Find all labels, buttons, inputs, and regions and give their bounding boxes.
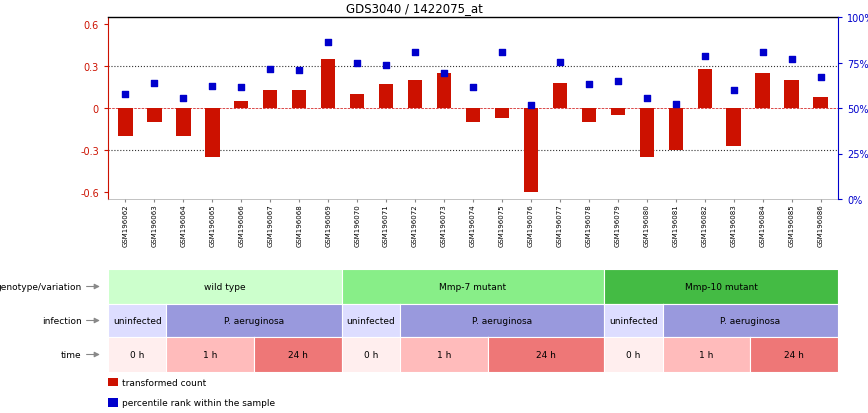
Text: P. aeruginosa: P. aeruginosa	[720, 316, 780, 325]
Bar	[263, 90, 278, 109]
Text: 24 h: 24 h	[785, 350, 804, 359]
Text: 1 h: 1 h	[203, 350, 217, 359]
Text: uninfected: uninfected	[113, 316, 161, 325]
Bar	[108, 398, 117, 407]
Bar	[147, 109, 161, 123]
Point	[495, 50, 509, 56]
Point	[785, 57, 799, 63]
Point	[293, 68, 306, 74]
Point	[582, 82, 595, 88]
Point	[640, 96, 654, 102]
Text: genotype/variation: genotype/variation	[0, 282, 82, 291]
Bar	[437, 74, 451, 109]
Bar	[523, 109, 538, 192]
Point	[466, 85, 480, 91]
Point	[408, 50, 422, 56]
Text: Mmp-10 mutant: Mmp-10 mutant	[685, 282, 758, 291]
Bar	[727, 109, 741, 147]
Point	[206, 83, 220, 90]
Title: GDS3040 / 1422075_at: GDS3040 / 1422075_at	[346, 2, 483, 15]
Text: Mmp-7 mutant: Mmp-7 mutant	[439, 282, 507, 291]
Bar	[495, 109, 510, 119]
Point	[813, 75, 827, 81]
Bar	[582, 109, 596, 123]
Bar	[813, 97, 828, 109]
Point	[263, 66, 277, 73]
Point	[698, 54, 712, 60]
Text: P. aeruginosa: P. aeruginosa	[472, 316, 532, 325]
Bar	[108, 378, 117, 387]
Bar	[610, 109, 625, 116]
Text: uninfected: uninfected	[609, 316, 658, 325]
Bar	[640, 109, 654, 158]
Bar	[466, 109, 480, 123]
Bar	[553, 83, 567, 109]
Bar	[378, 85, 393, 109]
Bar	[321, 60, 335, 109]
Point	[118, 91, 132, 98]
Bar	[668, 109, 683, 151]
Point	[176, 96, 190, 102]
Point	[756, 50, 770, 56]
Text: 24 h: 24 h	[536, 350, 556, 359]
Point	[350, 61, 364, 67]
Point	[148, 80, 161, 87]
Point	[611, 79, 625, 85]
Point	[727, 87, 740, 94]
Point	[321, 40, 335, 46]
Text: 0 h: 0 h	[627, 350, 641, 359]
Bar	[698, 70, 712, 109]
Bar	[176, 109, 191, 137]
Bar	[755, 74, 770, 109]
Point	[524, 103, 538, 109]
Text: 24 h: 24 h	[288, 350, 308, 359]
Text: infection: infection	[42, 316, 82, 325]
Text: 1 h: 1 h	[437, 350, 451, 359]
Text: P. aeruginosa: P. aeruginosa	[224, 316, 284, 325]
Point	[669, 101, 683, 108]
Bar	[118, 109, 133, 137]
Bar	[205, 109, 220, 158]
Text: transformed count: transformed count	[122, 378, 206, 387]
Text: 1 h: 1 h	[700, 350, 713, 359]
Bar	[350, 95, 365, 109]
Text: uninfected: uninfected	[346, 316, 395, 325]
Text: 0 h: 0 h	[130, 350, 144, 359]
Text: wild type: wild type	[204, 282, 246, 291]
Bar	[408, 81, 423, 109]
Text: percentile rank within the sample: percentile rank within the sample	[122, 398, 275, 407]
Text: time: time	[61, 350, 82, 359]
Point	[553, 59, 567, 66]
Point	[234, 85, 248, 91]
Bar	[292, 90, 306, 109]
Text: 0 h: 0 h	[364, 350, 378, 359]
Point	[379, 62, 393, 69]
Bar	[234, 102, 248, 109]
Point	[437, 71, 451, 77]
Bar	[785, 81, 799, 109]
